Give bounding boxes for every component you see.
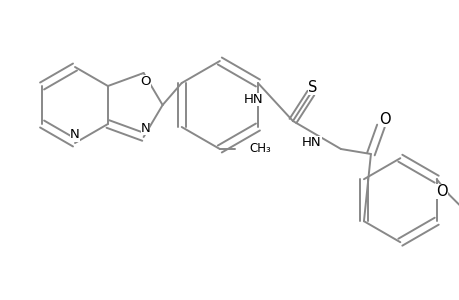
Text: O: O — [435, 184, 447, 199]
Text: O: O — [140, 74, 151, 88]
Text: S: S — [308, 80, 317, 95]
Text: N: N — [70, 128, 80, 142]
Text: CH₃: CH₃ — [249, 142, 271, 155]
Text: HN: HN — [243, 94, 263, 106]
Text: O: O — [378, 112, 390, 128]
Text: HN: HN — [302, 136, 321, 149]
Text: N: N — [140, 122, 150, 136]
